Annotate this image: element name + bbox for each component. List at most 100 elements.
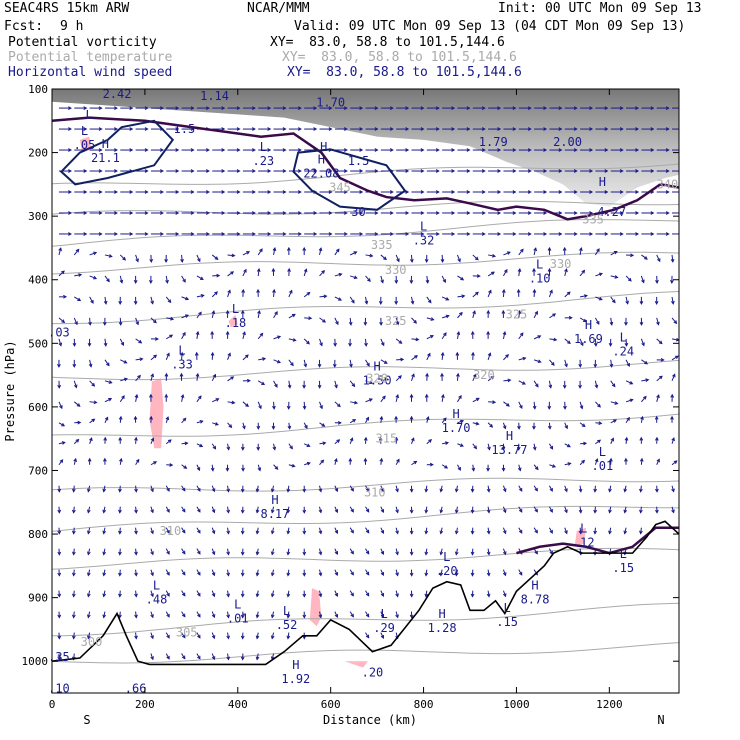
wind-vector xyxy=(380,378,388,382)
wind-arrowhead xyxy=(102,614,107,619)
wind-arrowhead xyxy=(93,400,98,405)
wind-arrowhead xyxy=(491,253,497,258)
wind-arrowhead xyxy=(650,148,655,152)
wind-arrowhead xyxy=(379,457,384,462)
wind-vector xyxy=(671,338,679,341)
extremum-mark: H xyxy=(292,658,299,672)
wind-arrowhead xyxy=(497,127,502,131)
wind-arrowhead xyxy=(277,335,282,340)
wind-arrowhead xyxy=(221,190,226,194)
wind-arrowhead xyxy=(144,190,149,194)
wind-arrowhead xyxy=(486,530,491,535)
wind-arrowhead xyxy=(537,335,542,339)
wind-arrowhead xyxy=(466,106,471,110)
wind-arrowhead xyxy=(579,405,584,410)
y-tick-label: 700 xyxy=(28,464,48,477)
wind-vector xyxy=(671,317,677,324)
wind-arrowhead xyxy=(491,271,495,276)
wind-arrowhead xyxy=(396,258,400,263)
wind-vector xyxy=(288,313,296,319)
wind-arrowhead xyxy=(181,634,186,639)
wind-arrowhead xyxy=(98,106,103,110)
wind-arrowhead xyxy=(534,529,538,534)
wind-arrowhead xyxy=(226,593,231,598)
wind-arrowhead xyxy=(596,248,600,252)
wind-vector xyxy=(135,317,139,325)
wind-arrowhead xyxy=(486,593,491,598)
wind-arrowhead xyxy=(624,321,628,326)
wind-vector xyxy=(411,338,419,341)
wind-arrowhead xyxy=(181,529,186,534)
wind-arrowhead xyxy=(103,436,108,441)
wind-arrowhead xyxy=(507,378,512,383)
wind-arrowhead xyxy=(604,148,609,152)
wind-arrowhead xyxy=(87,572,91,577)
wind-vector xyxy=(242,401,249,407)
wind-arrowhead xyxy=(348,342,352,347)
wind-arrowhead xyxy=(563,405,567,410)
wind-arrowhead xyxy=(581,269,586,274)
wind-arrowhead xyxy=(160,169,164,173)
wind-arrowhead xyxy=(486,330,490,335)
wind-arrowhead xyxy=(242,331,246,336)
wind-arrowhead xyxy=(135,458,140,463)
wind-arrowhead xyxy=(73,384,78,389)
wind-arrowhead xyxy=(589,190,594,194)
wind-arrowhead xyxy=(425,279,430,284)
wind-arrowhead xyxy=(91,418,96,423)
wind-arrowhead xyxy=(197,592,201,597)
extremum-value: 22.08 xyxy=(303,167,339,181)
wind-arrowhead xyxy=(558,148,563,152)
wind-arrowhead xyxy=(420,190,425,194)
wind-arrowhead xyxy=(364,300,369,305)
wind-vector xyxy=(502,289,505,297)
wind-arrowhead xyxy=(236,190,241,194)
wind-arrowhead xyxy=(61,319,66,324)
wind-arrowhead xyxy=(289,289,293,294)
wind-arrowhead xyxy=(439,488,444,493)
wind-arrowhead xyxy=(564,488,568,493)
wind-arrowhead xyxy=(166,352,170,357)
wind-arrowhead xyxy=(567,462,572,466)
wind-arrowhead xyxy=(454,509,459,514)
wind-arrowhead xyxy=(608,509,612,514)
wind-arrowhead xyxy=(604,127,609,131)
wind-vector xyxy=(518,401,523,409)
wind-vector xyxy=(595,273,603,277)
wind-vector xyxy=(488,254,496,257)
wind-arrowhead xyxy=(149,415,153,420)
wind-arrowhead xyxy=(321,270,326,274)
wind-arrowhead xyxy=(654,415,659,420)
wind-arrowhead xyxy=(481,127,486,131)
wind-arrowhead xyxy=(654,301,659,305)
wind-arrowhead xyxy=(313,127,318,131)
wind-arrowhead xyxy=(517,467,522,472)
wind-arrowhead xyxy=(635,127,640,131)
wind-arrowhead xyxy=(318,551,323,556)
wind-arrowhead xyxy=(543,232,548,236)
wind-arrowhead xyxy=(619,127,624,131)
wind-arrowhead xyxy=(129,106,134,110)
wind-arrowhead xyxy=(211,530,216,535)
wind-vector xyxy=(196,331,199,339)
wind-arrowhead xyxy=(118,551,122,556)
wind-arrowhead xyxy=(190,232,195,236)
wind-arrowhead xyxy=(206,190,210,194)
wind-arrowhead xyxy=(506,403,510,407)
wind-arrowhead xyxy=(287,384,292,389)
theta-label: 300 xyxy=(81,635,103,649)
wind-arrowhead xyxy=(228,424,233,429)
wind-arrowhead xyxy=(226,530,231,535)
wind-arrowhead xyxy=(608,530,612,535)
wind-arrowhead xyxy=(534,550,538,555)
wind-arrowhead xyxy=(378,301,383,305)
wind-arrowhead xyxy=(470,488,475,493)
wind-arrowhead xyxy=(240,446,245,451)
wind-arrowhead xyxy=(215,398,220,402)
wind-arrowhead xyxy=(440,372,444,377)
wind-arrowhead xyxy=(90,299,94,304)
wind-vector xyxy=(518,310,521,318)
wind-arrowhead xyxy=(640,415,644,420)
wind-arrowhead xyxy=(564,425,568,430)
wind-arrowhead xyxy=(639,509,643,514)
